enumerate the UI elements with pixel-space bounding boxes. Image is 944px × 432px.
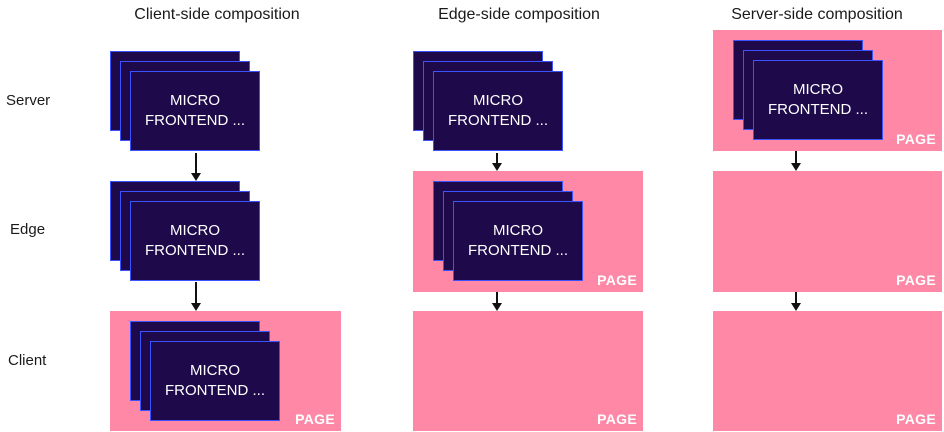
micro-frontend-label-line2: FRONTEND ... [468,242,568,259]
page-label: PAGE [896,272,936,288]
page-client-side-client: MICRO FRONTEND ... PAGE [110,311,341,431]
page-label: PAGE [597,411,637,427]
page-server-side-server: MICRO FRONTEND ... PAGE [713,30,942,151]
micro-frontend-card: MICRO FRONTEND ... [753,60,883,140]
arrow-down-icon [191,153,201,181]
column-title-server-side: Server-side composition [731,6,903,23]
column-title-client-side: Client-side composition [134,6,300,23]
micro-frontend-label-line1: MICRO [493,222,543,239]
page-label: PAGE [597,272,637,288]
page-edge-side-edge: MICRO FRONTEND ... PAGE [413,171,643,292]
arrow-down-icon [492,153,502,171]
arrow-down-icon [191,282,201,311]
micro-frontend-card: MICRO FRONTEND ... [453,201,583,281]
micro-frontend-label-line1: MICRO [190,362,240,379]
page-label: PAGE [896,411,936,427]
micro-frontend-label-line1: MICRO [793,81,843,98]
page-label: PAGE [295,411,335,427]
micro-frontend-label-line2: FRONTEND ... [145,242,245,259]
micro-frontend-label-line1: MICRO [170,222,220,239]
micro-frontend-label-line2: FRONTEND ... [145,112,245,129]
arrow-down-icon [791,292,801,311]
arrow-down-icon [791,151,801,171]
micro-frontend-card: MICRO FRONTEND ... [150,341,280,421]
page-edge-side-client: PAGE [413,311,643,431]
micro-frontend-stack-client-side-server: MICRO FRONTEND ... [110,51,260,151]
column-title-edge-side: Edge-side composition [438,6,600,23]
row-label-client: Client [8,352,47,369]
page-server-side-client: PAGE [713,311,942,431]
micro-frontend-card: MICRO FRONTEND ... [130,201,260,281]
micro-frontend-label-line2: FRONTEND ... [448,112,548,129]
micro-frontend-stack-client-side-edge: MICRO FRONTEND ... [110,181,260,281]
page-label: PAGE [896,131,936,147]
micro-frontend-stack-edge-side-server: MICRO FRONTEND ... [413,51,563,151]
micro-frontend-stack-edge-side-edge: MICRO FRONTEND ... [433,181,583,281]
micro-frontend-card: MICRO FRONTEND ... [433,71,563,151]
micro-frontend-stack-server-side-server: MICRO FRONTEND ... [733,40,883,140]
micro-frontend-label-line1: MICRO [473,92,523,109]
micro-frontend-label-line1: MICRO [170,92,220,109]
micro-frontend-label-line2: FRONTEND ... [768,101,868,118]
arrow-down-icon [492,292,502,311]
row-label-server: Server [6,92,51,109]
micro-frontend-card: MICRO FRONTEND ... [130,71,260,151]
micro-frontend-stack-client-side-client: MICRO FRONTEND ... [130,321,280,421]
page-server-side-edge: PAGE [713,171,942,292]
row-label-edge: Edge [10,221,46,238]
micro-frontend-label-line2: FRONTEND ... [165,382,265,399]
